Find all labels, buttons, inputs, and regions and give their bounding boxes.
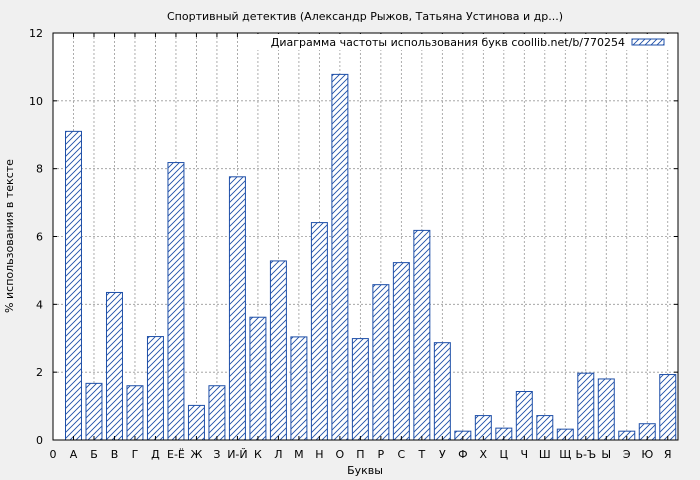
- x-tick-label: У: [439, 448, 446, 461]
- x-tick-label: К: [254, 448, 262, 461]
- bar: [392, 262, 410, 441]
- x-tick-label: М: [294, 448, 304, 461]
- x-tick-label: Ш: [539, 448, 551, 461]
- x-tick-label: Ю: [641, 448, 653, 461]
- x-tick-label: Щ: [559, 448, 571, 461]
- legend: Диаграмма частоты использования букв coo…: [240, 34, 676, 50]
- bar: [187, 404, 205, 441]
- x-tick-label: О: [336, 448, 345, 461]
- x-tick-label: Т: [417, 448, 425, 461]
- x-tick-label: Р: [378, 448, 385, 461]
- legend-background: [240, 34, 676, 50]
- bar: [577, 372, 595, 441]
- x-tick-label: Ч: [521, 448, 529, 461]
- x-tick-label: Ц: [500, 448, 509, 461]
- bar: [167, 162, 185, 441]
- bar: [290, 336, 308, 441]
- bar: [372, 284, 390, 441]
- x-tick-label: Е-Ё: [167, 448, 185, 461]
- y-tick-label: 10: [29, 95, 43, 108]
- bar: [208, 385, 226, 441]
- bar: [515, 390, 533, 441]
- x-tick-label: Х: [480, 448, 488, 461]
- x-tick-label: Н: [315, 448, 323, 461]
- x-tick-label: Б: [90, 448, 98, 461]
- legend-swatch: [631, 38, 665, 46]
- y-tick-label: 4: [36, 298, 43, 311]
- x-tick-label: Я: [664, 448, 672, 461]
- bar: [351, 338, 369, 441]
- x-tick-label: Л: [274, 448, 282, 461]
- bar: [146, 336, 164, 441]
- x-tick-label: В: [111, 448, 119, 461]
- bar: [105, 291, 123, 441]
- bar: [597, 378, 615, 441]
- x-tick-label: Ж: [191, 448, 203, 461]
- x-tick-label: 0: [50, 448, 57, 461]
- bar: [249, 316, 267, 441]
- x-tick-label: Ф: [458, 448, 467, 461]
- x-tick-label: С: [398, 448, 406, 461]
- x-tick-label: Ы: [601, 448, 611, 461]
- bar: [65, 130, 82, 441]
- bar: [310, 222, 328, 441]
- y-tick-label: 12: [29, 27, 43, 40]
- bar: [269, 260, 287, 441]
- x-axis-label: Буквы: [347, 464, 383, 477]
- bar: [126, 385, 144, 441]
- chart-title: Спортивный детектив (Александр Рыжов, Та…: [167, 10, 563, 23]
- y-tick-label: 6: [36, 231, 43, 244]
- bar: [85, 382, 103, 441]
- bar: [659, 374, 677, 441]
- y-tick-label: 0: [36, 434, 43, 447]
- bar: [413, 229, 431, 441]
- x-tick-label: Г: [132, 448, 139, 461]
- y-tick-label: 2: [36, 366, 43, 379]
- bar: [228, 176, 246, 441]
- legend-label: Диаграмма частоты использования букв coo…: [271, 36, 625, 49]
- x-tick-label: Э: [623, 448, 631, 461]
- bar: [433, 342, 451, 441]
- y-axis-label: % использования в тексте: [3, 159, 16, 313]
- x-tick-label: И-Й: [227, 448, 247, 461]
- x-tick-label: З: [213, 448, 220, 461]
- x-tick-label: Ь-Ъ: [575, 448, 596, 461]
- x-tick-label: А: [70, 448, 78, 461]
- bar: [331, 73, 349, 441]
- x-tick-label: Д: [151, 448, 160, 461]
- y-tick-label: 8: [36, 163, 43, 176]
- x-tick-label: П: [356, 448, 364, 461]
